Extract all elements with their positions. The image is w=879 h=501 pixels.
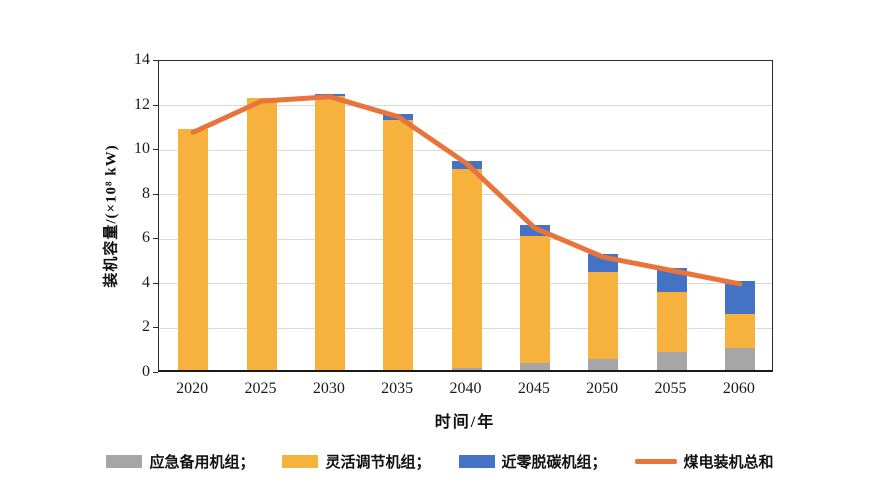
- y-tick-label: 10: [134, 140, 150, 158]
- legend-label: 煤电装机总和: [683, 454, 774, 471]
- legend-item-emergency-backup-units: 应急备用机组；: [106, 451, 254, 472]
- y-tick-label: 6: [142, 229, 150, 247]
- x-tick-label: 2055: [654, 380, 687, 397]
- y-tick-label: 12: [134, 95, 150, 113]
- y-tick-mark: [153, 327, 158, 329]
- y-tick-label: 14: [134, 51, 150, 68]
- y-tick-label: 2: [142, 318, 150, 336]
- bar-segment-2025: [246, 98, 277, 370]
- x-tick-label: 2040: [449, 380, 482, 397]
- y-tick-mark: [153, 104, 158, 106]
- x-tick-label: 2045: [517, 380, 550, 397]
- bar-segment-2045: [519, 363, 550, 370]
- legend-label: 应急备用机组；: [149, 454, 255, 471]
- bar-segment-2040: [451, 169, 482, 368]
- gridline: [159, 105, 772, 107]
- bar-segment-2045: [519, 236, 550, 364]
- bar-segment-2030: [314, 95, 345, 370]
- emergency-backup-units-swatch: [106, 454, 143, 468]
- y-tick-mark: [153, 372, 158, 373]
- x-tick-label: 2020: [176, 380, 209, 397]
- y-tick-mark: [153, 282, 158, 284]
- y-tick-label: 4: [142, 273, 150, 291]
- bar-segment-2040: [451, 367, 482, 370]
- legend-item-flexible-regulation-units: 灵活调节机组；: [282, 451, 431, 472]
- near-zero-decarbonized-units-swatch: [458, 454, 495, 468]
- flexible-regulation-units-swatch: [282, 454, 319, 468]
- plot-area: [158, 60, 773, 372]
- y-tick-label: 0: [142, 363, 150, 380]
- bar-segment-2060: [724, 347, 755, 370]
- gridline: [159, 149, 772, 151]
- y-tick-label: 8: [142, 184, 150, 202]
- x-tick-label: 2035: [381, 380, 414, 397]
- legend-label: 灵活调节机组；: [325, 454, 431, 471]
- legend-item-near-zero-decarbonized-units: 近零脱碳机组；: [458, 451, 607, 472]
- x-tick-label: 2060: [722, 380, 755, 397]
- legend-item-coal-power-total: 煤电装机总和: [634, 451, 774, 472]
- x-tick-label: 2025: [244, 380, 277, 397]
- y-tick-mark: [153, 149, 158, 151]
- bar-segment-2035: [383, 120, 414, 370]
- bar-segment-2060: [724, 314, 755, 348]
- y-axis-title: 装机容量/(×10⁸ kW): [103, 144, 120, 288]
- bar-segment-2060: [724, 280, 755, 315]
- x-tick-label: 2030: [312, 380, 345, 397]
- bar-segment-2050: [588, 358, 619, 370]
- y-tick-mark: [153, 60, 158, 61]
- y-tick-mark: [153, 193, 158, 195]
- x-tick-label: 2050: [586, 380, 619, 397]
- bar-segment-2055: [656, 352, 687, 370]
- legend-label: 近零脱碳机组；: [501, 454, 607, 471]
- bar-segment-2020: [178, 129, 209, 370]
- bar-segment-2050: [588, 271, 619, 359]
- coal-power-total-swatch: [634, 458, 677, 464]
- bar-segment-2055: [656, 292, 687, 353]
- x-axis-title: 时间/年: [434, 414, 496, 431]
- legend: 应急备用机组； 灵活调节机组； 近零脱碳机组； 煤电装机总和: [50, 448, 830, 474]
- y-tick-mark: [153, 238, 158, 240]
- total-line: [190, 94, 743, 287]
